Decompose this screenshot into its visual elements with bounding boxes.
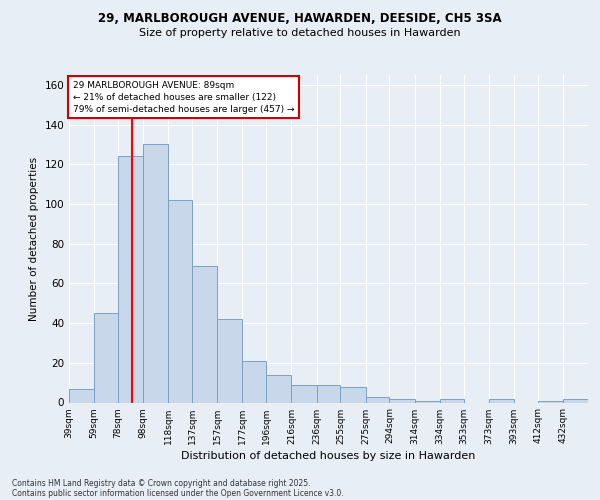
- Text: Size of property relative to detached houses in Hawarden: Size of property relative to detached ho…: [139, 28, 461, 38]
- Bar: [292, 384, 317, 402]
- Bar: [266, 374, 292, 402]
- Bar: [242, 361, 266, 403]
- Bar: [389, 398, 415, 402]
- Bar: [317, 384, 340, 402]
- Bar: [94, 313, 118, 402]
- Y-axis label: Number of detached properties: Number of detached properties: [29, 156, 39, 321]
- X-axis label: Distribution of detached houses by size in Hawarden: Distribution of detached houses by size …: [181, 450, 476, 460]
- Bar: [143, 144, 168, 402]
- Text: 29 MARLBOROUGH AVENUE: 89sqm
← 21% of detached houses are smaller (122)
79% of s: 29 MARLBOROUGH AVENUE: 89sqm ← 21% of de…: [73, 81, 294, 114]
- Bar: [69, 388, 94, 402]
- Bar: [365, 396, 389, 402]
- Text: Contains public sector information licensed under the Open Government Licence v3: Contains public sector information licen…: [12, 488, 344, 498]
- Bar: [168, 200, 192, 402]
- Bar: [563, 398, 588, 402]
- Bar: [440, 398, 464, 402]
- Bar: [118, 156, 143, 402]
- Bar: [415, 400, 440, 402]
- Bar: [217, 319, 242, 402]
- Bar: [192, 266, 217, 402]
- Bar: [489, 398, 514, 402]
- Bar: [340, 386, 365, 402]
- Text: Contains HM Land Registry data © Crown copyright and database right 2025.: Contains HM Land Registry data © Crown c…: [12, 478, 311, 488]
- Text: 29, MARLBOROUGH AVENUE, HAWARDEN, DEESIDE, CH5 3SA: 29, MARLBOROUGH AVENUE, HAWARDEN, DEESID…: [98, 12, 502, 26]
- Bar: [538, 400, 563, 402]
